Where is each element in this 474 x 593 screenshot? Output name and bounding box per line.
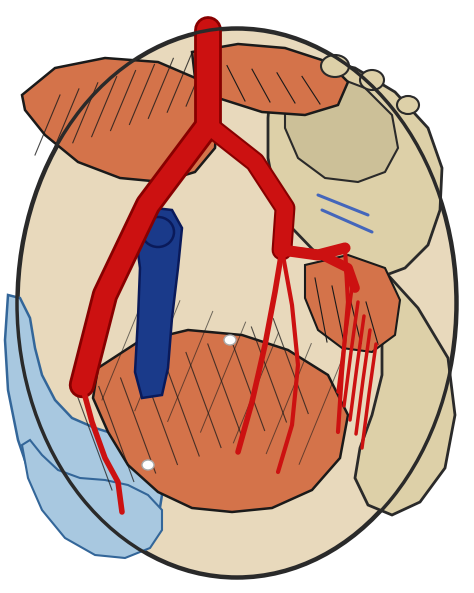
Polygon shape: [285, 74, 398, 182]
Ellipse shape: [18, 29, 456, 577]
Polygon shape: [93, 330, 348, 512]
Ellipse shape: [142, 217, 174, 247]
Ellipse shape: [321, 55, 349, 77]
Polygon shape: [5, 295, 162, 550]
Polygon shape: [192, 44, 348, 115]
Ellipse shape: [397, 96, 419, 114]
Ellipse shape: [360, 70, 384, 90]
Polygon shape: [22, 58, 218, 182]
Polygon shape: [268, 58, 442, 278]
Ellipse shape: [224, 335, 236, 345]
Polygon shape: [355, 275, 455, 515]
Polygon shape: [305, 255, 400, 352]
Ellipse shape: [198, 24, 218, 52]
Ellipse shape: [142, 460, 154, 470]
Polygon shape: [22, 440, 162, 558]
Polygon shape: [135, 208, 182, 398]
